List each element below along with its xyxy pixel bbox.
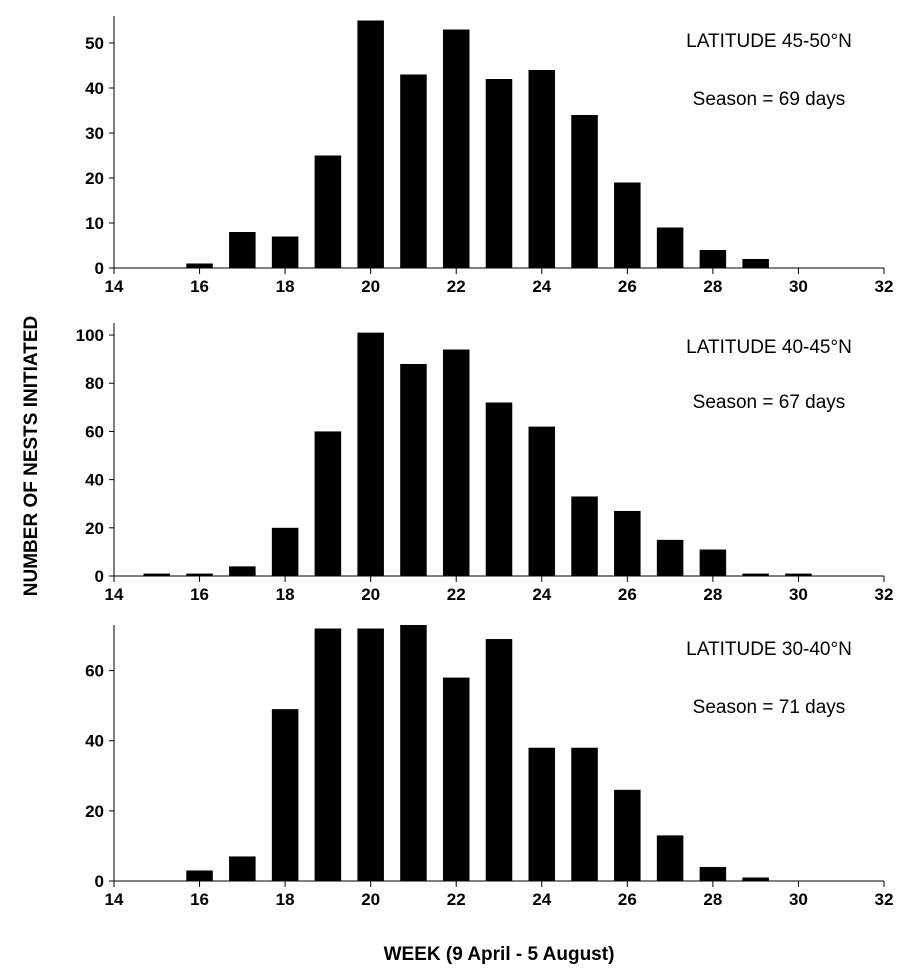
panel-2-x-tick-label: 16 [190, 585, 209, 604]
panel-3-y-tick-label: 20 [85, 802, 104, 821]
panel-3-x-tick-label: 30 [789, 890, 808, 909]
panel-1-bar [357, 20, 384, 268]
panel-2-bar [785, 573, 812, 576]
panel-3-y-tick-label: 0 [95, 872, 104, 891]
panel-3-bar [400, 625, 427, 881]
panel-1-x-tick-label: 18 [276, 277, 295, 296]
panel-3-bar [229, 856, 256, 881]
panel-2-y-tick-label: 60 [85, 422, 104, 441]
panel-1-x-tick-label: 26 [618, 277, 637, 296]
panel-1-x-tick-label: 32 [875, 277, 894, 296]
panel-3-annotation: LATITUDE 30-40°N [686, 639, 852, 660]
panel-1-x-tick-label: 16 [190, 277, 209, 296]
panel-3-x-tick-label: 20 [361, 890, 380, 909]
panel-1-x-tick-label: 28 [703, 277, 722, 296]
panel-1-y-tick-label: 10 [85, 214, 104, 233]
panel-2-y-tick-label: 20 [85, 519, 104, 538]
panel-2-bar [442, 349, 470, 576]
panel-3-x-tick-label: 18 [276, 890, 295, 909]
panel-2-x-tick-label: 26 [618, 585, 637, 604]
panel-1-annotation: LATITUDE 45-50°N [686, 31, 852, 52]
panel-2-bar [357, 332, 384, 576]
panel-2-x-tick-label: 14 [105, 585, 124, 604]
panel-2-y-tick-label: 40 [85, 471, 104, 490]
panel-1-bar [656, 227, 684, 268]
panel-2-x-tick-label: 32 [875, 585, 894, 604]
panel-1-y-tick-label: 50 [85, 34, 104, 53]
panel-1-x-tick-label: 24 [532, 277, 551, 296]
panel-2-bar [571, 496, 598, 576]
panel-1-x-tick-label: 20 [361, 277, 380, 296]
panel-2-bar [656, 539, 684, 576]
panel-3-x-tick-label: 14 [105, 890, 124, 909]
panel-2-x-tick-label: 18 [276, 585, 295, 604]
panel-1-bar [699, 250, 727, 268]
panel-3-bar [271, 709, 299, 881]
panel-2-bar [314, 431, 342, 576]
panel-1-bar [229, 232, 256, 268]
panel-1-bar [485, 79, 513, 268]
panel-2-y-tick-label: 0 [95, 567, 104, 586]
panel-1-bar [271, 236, 299, 268]
panel-3-bar [357, 628, 384, 881]
panel-2-bar [485, 402, 513, 576]
panel-2-y-tick-label: 100 [76, 326, 104, 345]
panel-1-y-tick-label: 0 [95, 259, 104, 278]
panel-1-x-tick-label: 22 [447, 277, 466, 296]
panel-2-x-tick-label: 28 [703, 585, 722, 604]
panel-1-y-tick-label: 30 [85, 124, 104, 143]
panel-3-y-tick-label: 40 [85, 732, 104, 751]
panel-3-bar [186, 870, 213, 881]
panel-1-y-tick-label: 20 [85, 169, 104, 188]
panel-1-x-tick-label: 30 [789, 277, 808, 296]
y-axis-label: NUMBER OF NESTS INITIATED [21, 316, 42, 596]
panel-3-bar [571, 747, 598, 881]
panel-3-x-tick-label: 16 [190, 890, 209, 909]
panel-1-y-tick-label: 40 [85, 79, 104, 98]
panel-3-annotation: Season = 71 days [693, 697, 846, 718]
panel-1-bar [400, 74, 427, 268]
panel-3-bar [528, 747, 556, 881]
panel-3-y-tick-label: 60 [85, 662, 104, 681]
panel-2-bar [742, 573, 769, 576]
panel-3-x-tick-label: 28 [703, 890, 722, 909]
panel-1-bar [614, 182, 641, 268]
panel-2-bar [528, 426, 556, 576]
panel-2-annotation: Season = 67 days [693, 392, 846, 413]
panel-3-bar [614, 789, 641, 881]
panel-1-bar [186, 263, 213, 268]
panel-3-bar [699, 866, 727, 881]
panel-2-bar [186, 573, 213, 576]
panel-3-x-tick-label: 26 [618, 890, 637, 909]
panel-2-bar [614, 510, 641, 576]
panel-2-x-tick-label: 30 [789, 585, 808, 604]
panel-1-bar [528, 70, 556, 268]
panel-1-bar [314, 155, 342, 268]
panel-3-bar [742, 877, 769, 881]
panel-2-bar [400, 363, 427, 576]
panel-2-bar [271, 527, 299, 576]
panel-2-x-tick-label: 20 [361, 585, 380, 604]
panel-3-bar [442, 677, 470, 881]
panel-1-x-tick-label: 14 [105, 277, 124, 296]
panel-2-x-tick-label: 22 [447, 585, 466, 604]
panel-1-bar [442, 29, 470, 268]
panel-1-bar [742, 259, 769, 268]
panel-3-x-tick-label: 24 [532, 890, 551, 909]
panel-3-x-tick-label: 22 [447, 890, 466, 909]
panel-3-bar [485, 639, 513, 881]
panel-3-x-tick-label: 32 [875, 890, 894, 909]
panel-1-bar [571, 115, 598, 268]
panel-2-bar [699, 549, 727, 576]
panel-3-bar [314, 628, 342, 881]
panel-2-x-tick-label: 24 [532, 585, 551, 604]
panel-2-y-tick-label: 80 [85, 374, 104, 393]
panel-1-annotation: Season = 69 days [693, 89, 846, 110]
panel-2-bar [143, 573, 171, 576]
panel-2-bar [229, 566, 256, 576]
panel-2-annotation: LATITUDE 40-45°N [686, 337, 852, 358]
panel-3-bar [656, 835, 684, 881]
x-axis-label: WEEK (9 April - 5 August) [384, 944, 615, 965]
